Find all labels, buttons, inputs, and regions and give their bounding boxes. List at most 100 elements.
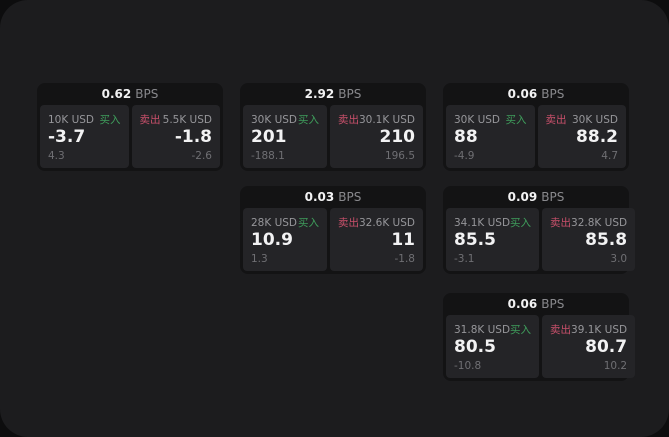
- sell-panel[interactable]: 卖出 32.6K USD 11 -1.8: [329, 208, 423, 271]
- buy-amount: 30K USD: [251, 114, 298, 126]
- sell-amount: 32.6K USD: [358, 217, 415, 229]
- sell-price: 88.2: [576, 127, 618, 147]
- quote-card: 0.06 BPS 30K USD 买入 88 -4.9 卖出 30K USD 8…: [443, 83, 629, 171]
- sell-price: 11: [391, 230, 415, 250]
- bps-value: 2.92: [304, 87, 335, 101]
- card-body: 34.1K USD 买入 85.5 -3.1 卖出 32.8K USD 85.8…: [446, 208, 636, 271]
- bps-unit-label: BPS: [541, 190, 565, 204]
- sell-amount: 5.5K USD: [162, 114, 212, 126]
- buy-panel[interactable]: 30K USD 买入 201 -188.1: [243, 105, 327, 168]
- card-header: 0.62 BPS: [40, 83, 220, 105]
- sell-side-label: 卖出: [139, 114, 161, 126]
- sell-delta: 10.2: [603, 360, 628, 372]
- quote-card: 0.03 BPS 28K USD 买入 10.9 1.3 卖出 32.6K US…: [240, 186, 426, 274]
- buy-panel-top: 30K USD 买入: [251, 112, 319, 127]
- buy-price: 88: [454, 127, 478, 147]
- buy-panel[interactable]: 30K USD 买入 88 -4.9: [446, 105, 535, 168]
- sell-delta: 4.7: [601, 150, 618, 162]
- buy-panel-top: 28K USD 买入: [251, 215, 319, 230]
- buy-amount: 30K USD: [454, 114, 501, 126]
- quote-card: 0.09 BPS 34.1K USD 买入 85.5 -3.1 卖出 32.8K…: [443, 186, 636, 274]
- buy-delta: -3.1: [454, 253, 475, 265]
- sell-side-label: 卖出: [550, 324, 572, 336]
- sell-amount: 30.1K USD: [358, 114, 415, 126]
- bps-value: 0.09: [507, 190, 538, 204]
- bps-value: 0.06: [507, 297, 538, 311]
- buy-delta: -4.9: [454, 150, 475, 162]
- buy-panel-top: 31.8K USD 买入: [454, 322, 531, 337]
- buy-side-label: 买入: [297, 114, 319, 126]
- buy-side-label: 买入: [505, 114, 527, 126]
- sell-panel[interactable]: 卖出 30K USD 88.2 4.7: [537, 105, 626, 168]
- buy-panel[interactable]: 28K USD 买入 10.9 1.3: [243, 208, 327, 271]
- sell-delta: -1.8: [394, 253, 416, 265]
- sell-side-label: 卖出: [550, 217, 572, 229]
- sell-panel[interactable]: 卖出 5.5K USD -1.8 -2.6: [131, 105, 220, 168]
- buy-price: -3.7: [48, 127, 86, 147]
- buy-side-label: 买入: [510, 217, 532, 229]
- buy-delta: 1.3: [251, 253, 268, 265]
- buy-delta: -10.8: [454, 360, 482, 372]
- sell-panel-top: 卖出 32.8K USD: [550, 215, 627, 230]
- card-body: 30K USD 买入 88 -4.9 卖出 30K USD 88.2 4.7: [446, 105, 626, 168]
- buy-side-label: 买入: [510, 324, 532, 336]
- sell-panel[interactable]: 卖出 39.1K USD 80.7 10.2: [542, 315, 636, 378]
- buy-delta: 4.3: [48, 150, 65, 162]
- buy-amount: 31.8K USD: [454, 324, 511, 336]
- sell-price: -1.8: [174, 127, 212, 147]
- sell-panel[interactable]: 卖出 30.1K USD 210 196.5: [329, 105, 423, 168]
- sell-price: 80.7: [585, 337, 628, 357]
- bps-unit-label: BPS: [338, 190, 362, 204]
- card-header: 2.92 BPS: [243, 83, 423, 105]
- card-header: 0.06 BPS: [446, 293, 626, 315]
- buy-panel-top: 30K USD 买入: [454, 112, 527, 127]
- sell-panel-top: 卖出 32.6K USD: [338, 215, 415, 230]
- buy-panel-top: 34.1K USD 买入: [454, 215, 531, 230]
- sell-side-label: 卖出: [545, 114, 567, 126]
- bps-value: 0.06: [507, 87, 538, 101]
- buy-amount: 10K USD: [48, 114, 95, 126]
- sell-delta: 196.5: [384, 150, 415, 162]
- bps-value: 0.62: [101, 87, 132, 101]
- quote-card: 2.92 BPS 30K USD 买入 201 -188.1 卖出 30.1K …: [240, 83, 426, 171]
- card-header: 0.09 BPS: [446, 186, 626, 208]
- sell-amount: 32.8K USD: [571, 217, 628, 229]
- sell-price: 85.8: [585, 230, 628, 250]
- card-header: 0.03 BPS: [243, 186, 423, 208]
- card-body: 30K USD 买入 201 -188.1 卖出 30.1K USD 210 1…: [243, 105, 423, 168]
- buy-panel[interactable]: 10K USD 买入 -3.7 4.3: [40, 105, 129, 168]
- sell-amount: 39.1K USD: [571, 324, 628, 336]
- buy-price: 10.9: [251, 230, 293, 250]
- bps-unit-label: BPS: [135, 87, 159, 101]
- buy-panel-top: 10K USD 买入: [48, 112, 121, 127]
- sell-panel-top: 卖出 30.1K USD: [338, 112, 415, 127]
- card-body: 10K USD 买入 -3.7 4.3 卖出 5.5K USD -1.8 -2.…: [40, 105, 220, 168]
- card-header: 0.06 BPS: [446, 83, 626, 105]
- buy-amount: 34.1K USD: [454, 217, 511, 229]
- buy-price: 201: [251, 127, 287, 147]
- buy-side-label: 买入: [99, 114, 121, 126]
- bps-unit-label: BPS: [541, 297, 565, 311]
- buy-delta: -188.1: [251, 150, 285, 162]
- sell-amount: 30K USD: [571, 114, 618, 126]
- buy-price: 85.5: [454, 230, 496, 250]
- sell-panel-top: 卖出 39.1K USD: [550, 322, 627, 337]
- buy-price: 80.5: [454, 337, 496, 357]
- buy-panel[interactable]: 31.8K USD 买入 80.5 -10.8: [446, 315, 540, 378]
- bps-unit-label: BPS: [541, 87, 565, 101]
- bps-value: 0.03: [304, 190, 335, 204]
- card-body: 28K USD 买入 10.9 1.3 卖出 32.6K USD 11 -1.8: [243, 208, 423, 271]
- buy-panel[interactable]: 34.1K USD 买入 85.5 -3.1: [446, 208, 540, 271]
- sell-price: 210: [379, 127, 416, 147]
- sell-side-label: 卖出: [337, 114, 359, 126]
- sell-panel[interactable]: 卖出 32.8K USD 85.8 3.0: [542, 208, 636, 271]
- sell-delta: -2.6: [191, 150, 213, 162]
- sell-side-label: 卖出: [337, 217, 359, 229]
- sell-panel-top: 卖出 5.5K USD: [140, 112, 213, 127]
- quote-card: 0.06 BPS 31.8K USD 买入 80.5 -10.8 卖出 39.1…: [443, 293, 636, 381]
- card-body: 31.8K USD 买入 80.5 -10.8 卖出 39.1K USD 80.…: [446, 315, 636, 378]
- buy-amount: 28K USD: [251, 217, 298, 229]
- quote-card: 0.62 BPS 10K USD 买入 -3.7 4.3 卖出 5.5K USD…: [37, 83, 223, 171]
- bps-unit-label: BPS: [338, 87, 362, 101]
